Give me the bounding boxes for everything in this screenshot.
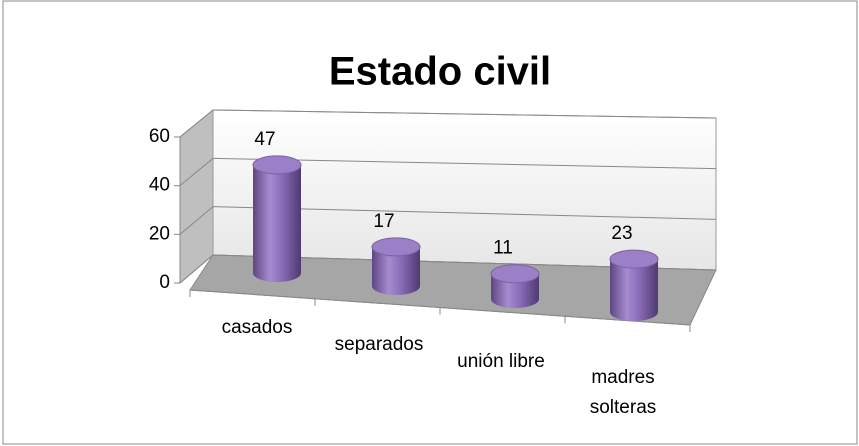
chart-title: Estado civil [329, 50, 551, 94]
cylinder-body [253, 164, 301, 282]
bar [252, 155, 302, 282]
side-wall [179, 108, 214, 285]
grid-line [179, 157, 214, 187]
data-label: 47 [254, 129, 275, 150]
grid-line [179, 206, 214, 235]
y-tick-label: 0 [159, 272, 170, 293]
y-tick-label: 40 [149, 175, 170, 196]
data-label: 11 [493, 238, 513, 259]
cylinder-top [490, 264, 540, 284]
y-tick-label: 60 [149, 126, 170, 147]
bar [371, 237, 421, 295]
grid-line [179, 109, 214, 138]
x-tick-label: separados [335, 334, 424, 355]
bar [609, 249, 659, 321]
x-tick-label: madres solteras [590, 367, 657, 418]
cylinder-body [372, 246, 420, 295]
x-tick-label: casados [222, 317, 293, 338]
y-tick-label: 20 [149, 223, 170, 244]
bar [490, 264, 540, 308]
cylinder-body [491, 273, 539, 308]
cylinder-body [610, 259, 658, 321]
grid-line [212, 109, 717, 119]
data-label: 23 [611, 223, 632, 244]
grid-line [179, 254, 214, 284]
cylinder-top [609, 249, 659, 269]
cylinder-top [252, 155, 302, 175]
data-label: 17 [373, 211, 394, 232]
cylinder-top [371, 237, 421, 257]
x-tick-label: unión libre [457, 351, 545, 372]
